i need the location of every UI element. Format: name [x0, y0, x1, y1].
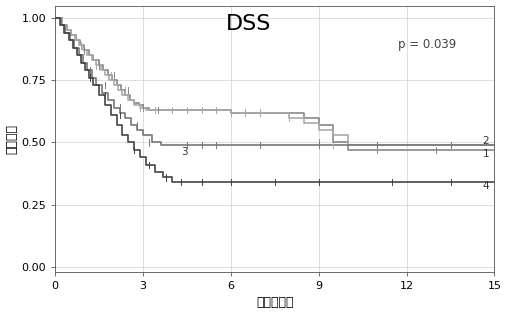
X-axis label: 时间（年）: 时间（年） — [256, 296, 294, 309]
Text: 3: 3 — [181, 147, 188, 158]
Text: 2: 2 — [483, 136, 489, 146]
Text: p = 0.039: p = 0.039 — [398, 37, 456, 50]
Y-axis label: 生存概率: 生存概率 — [6, 124, 19, 154]
Text: 1: 1 — [483, 149, 489, 159]
Text: DSS: DSS — [226, 14, 271, 33]
Text: 4: 4 — [483, 181, 489, 191]
